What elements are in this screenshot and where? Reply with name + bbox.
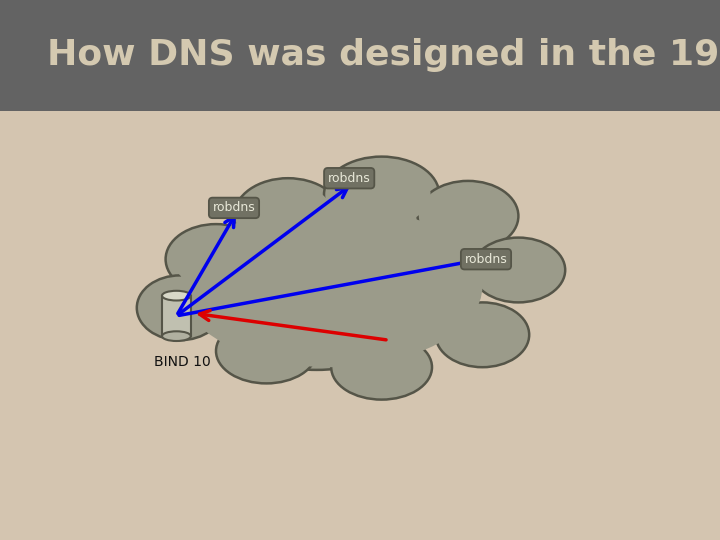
Text: robdns: robdns [212,201,256,214]
Ellipse shape [418,181,518,251]
Ellipse shape [180,205,482,367]
Ellipse shape [143,280,217,335]
Ellipse shape [162,331,191,341]
Bar [0,0,720,111]
Text: How DNS was designed in the 1980s: How DNS was designed in the 1980s [47,38,720,72]
Ellipse shape [324,157,439,232]
Text: robdns: robdns [464,253,508,266]
Bar [162,296,191,336]
Ellipse shape [216,319,317,383]
Ellipse shape [331,335,432,400]
Ellipse shape [443,307,522,362]
Text: robdns: robdns [328,172,371,185]
Ellipse shape [479,242,558,298]
Ellipse shape [223,323,310,379]
Ellipse shape [242,184,334,248]
Ellipse shape [234,178,342,254]
Ellipse shape [339,340,425,395]
Ellipse shape [333,162,431,226]
Ellipse shape [209,235,425,370]
Ellipse shape [425,186,511,246]
Text: BIND 10: BIND 10 [154,355,210,369]
Ellipse shape [225,245,409,360]
Ellipse shape [436,302,529,367]
Ellipse shape [166,224,266,294]
Ellipse shape [162,291,191,300]
Ellipse shape [472,238,565,302]
Ellipse shape [173,230,259,289]
Ellipse shape [137,275,223,340]
